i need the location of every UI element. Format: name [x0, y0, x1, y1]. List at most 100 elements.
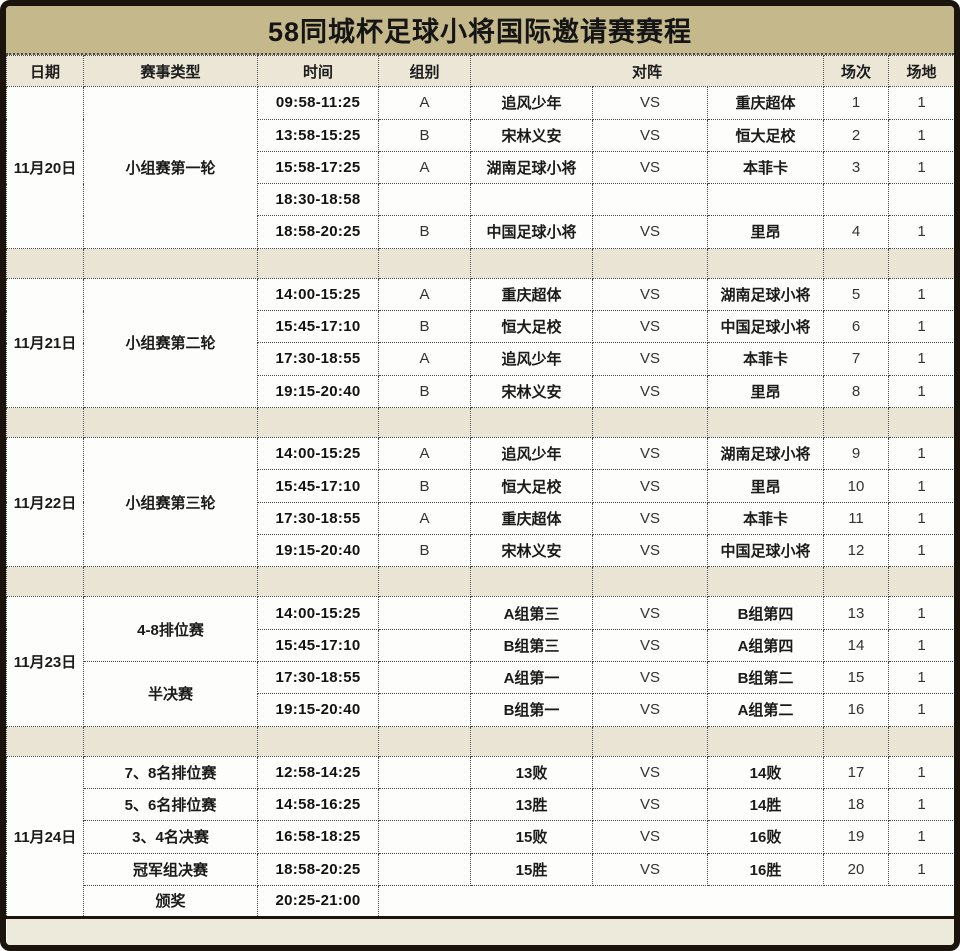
match-no-cell: 7: [823, 342, 889, 376]
separator-row: [6, 566, 954, 598]
vs-cell: VS: [592, 820, 708, 854]
vs-cell: [592, 183, 708, 217]
home-team-cell: 追风少年: [470, 437, 593, 471]
group-cell: [378, 183, 471, 217]
home-team-cell: 15胜: [470, 852, 593, 886]
match-no-cell: 3: [823, 150, 889, 185]
time-cell: 14:00-15:25: [257, 277, 379, 312]
group-cell: [378, 693, 471, 727]
table-row: 冠军组决赛 18:58-20:25 15胜 VS 16胜 20 1: [6, 852, 954, 886]
away-team-cell: 恒大足校: [707, 118, 824, 152]
home-team-cell: A组第三: [470, 596, 593, 630]
time-cell: 16:58-18:25: [257, 820, 379, 854]
vs-cell: VS: [592, 277, 708, 312]
match-no-cell: 17: [823, 755, 889, 790]
away-team-cell: B组第四: [707, 596, 824, 630]
away-team-cell: A组第四: [707, 628, 824, 662]
time-cell: 15:58-17:25: [257, 150, 379, 185]
vs-cell: VS: [592, 342, 708, 376]
table-row: 11月23日 4-8排位赛 14:00-15:25 A组第三 VS B组第四 1…: [6, 596, 954, 727]
col-header-type: 赛事类型: [83, 54, 258, 88]
home-team-cell: 重庆超体: [470, 277, 593, 312]
group-cell: B: [378, 469, 471, 503]
time-cell: 15:45-17:10: [257, 310, 379, 344]
match-no-cell: 14: [823, 628, 889, 662]
home-team-cell: B组第三: [470, 628, 593, 662]
venue-cell: 1: [888, 86, 954, 120]
venue-cell: 1: [888, 852, 954, 886]
time-cell: 15:45-17:10: [257, 469, 379, 503]
vs-cell: VS: [592, 437, 708, 471]
vs-cell: VS: [592, 755, 708, 790]
col-header-group: 组别: [378, 54, 471, 88]
group-cell: A: [378, 342, 471, 376]
group-cell: [378, 820, 471, 854]
match-no-cell: 13: [823, 596, 889, 630]
group-cell: [378, 852, 471, 886]
col-header-matchup: 对阵: [470, 54, 824, 88]
group-cell: A: [378, 277, 471, 312]
time-cell: 20:25-21:00: [257, 884, 379, 919]
time-cell: 17:30-18:55: [257, 501, 379, 535]
page-title: 58同城杯足球小将国际邀请赛赛程: [267, 17, 693, 47]
home-team-cell: 恒大足校: [470, 469, 593, 503]
event-cell: 7、8名排位赛: [83, 755, 258, 790]
venue-cell: [888, 183, 954, 217]
col-header-date: 日期: [6, 54, 84, 88]
home-team-cell: [470, 183, 593, 217]
match-no-cell: 4: [823, 215, 889, 249]
table-row: 3、4名决赛 16:58-18:25 15败 VS 16败 19 1: [6, 820, 954, 854]
table-row: 18:58-20:25 B 中国足球小将 VS 里昂 4 1: [6, 215, 954, 249]
time-cell: 15:45-17:10: [257, 628, 379, 662]
venue-cell: 1: [888, 788, 954, 822]
away-team-cell: 本菲卡: [707, 501, 824, 535]
match-no-cell: 15: [823, 660, 889, 695]
vs-cell: VS: [592, 693, 708, 727]
time-cell: 17:30-18:55: [257, 342, 379, 376]
header-row: 日期 赛事类型 时间 组别 对阵 场次 场地: [6, 54, 954, 88]
vs-cell: VS: [592, 660, 708, 695]
home-team-cell: 15败: [470, 820, 593, 854]
away-team-cell: 中国足球小将: [707, 533, 824, 568]
vs-cell: VS: [592, 118, 708, 152]
time-cell: 09:58-11:25: [257, 86, 379, 120]
match-no-cell: 9: [823, 437, 889, 471]
match-no-cell: 6: [823, 310, 889, 344]
match-no-cell: 1: [823, 86, 889, 120]
date-cell: 11月24日: [6, 755, 84, 919]
event-cell: 3、4名决赛: [83, 820, 258, 854]
vs-cell: VS: [592, 374, 708, 408]
event-cell: 小组赛第二轮: [83, 277, 258, 408]
venue-cell: 1: [888, 277, 954, 312]
event-cell: 小组赛第三轮: [83, 437, 258, 568]
vs-cell: VS: [592, 628, 708, 662]
home-team-cell: 湖南足球小将: [470, 150, 593, 185]
time-cell: 19:15-20:40: [257, 374, 379, 408]
col-header-venue: 场地: [888, 54, 954, 88]
venue-cell: 1: [888, 693, 954, 727]
group-cell: [378, 628, 471, 662]
event-cell: 冠军组决赛: [83, 852, 258, 886]
vs-cell: VS: [592, 596, 708, 630]
group-cell: B: [378, 118, 471, 152]
group-cell: B: [378, 310, 471, 344]
vs-cell: VS: [592, 469, 708, 503]
venue-cell: 1: [888, 150, 954, 185]
group-cell: [378, 596, 471, 630]
away-team-cell: 本菲卡: [707, 150, 824, 185]
home-team-cell: 恒大足校: [470, 310, 593, 344]
away-team-cell: 重庆超体: [707, 86, 824, 120]
table-row: 半决赛 17:30-18:55 A组第一 VS B组第二 15 1: [6, 660, 954, 727]
match-no-cell: 11: [823, 501, 889, 535]
match-no-cell: 18: [823, 788, 889, 822]
match-no-cell: 2: [823, 118, 889, 152]
match-no-cell: 20: [823, 852, 889, 886]
vs-cell: VS: [592, 788, 708, 822]
home-team-cell: B组第一: [470, 693, 593, 727]
match-no-cell: 8: [823, 374, 889, 408]
group-cell: [378, 660, 471, 695]
venue-cell: 1: [888, 310, 954, 344]
time-cell: 18:30-18:58: [257, 183, 379, 217]
date-cell: 11月20日: [6, 86, 84, 249]
col-header-time: 时间: [257, 54, 379, 88]
